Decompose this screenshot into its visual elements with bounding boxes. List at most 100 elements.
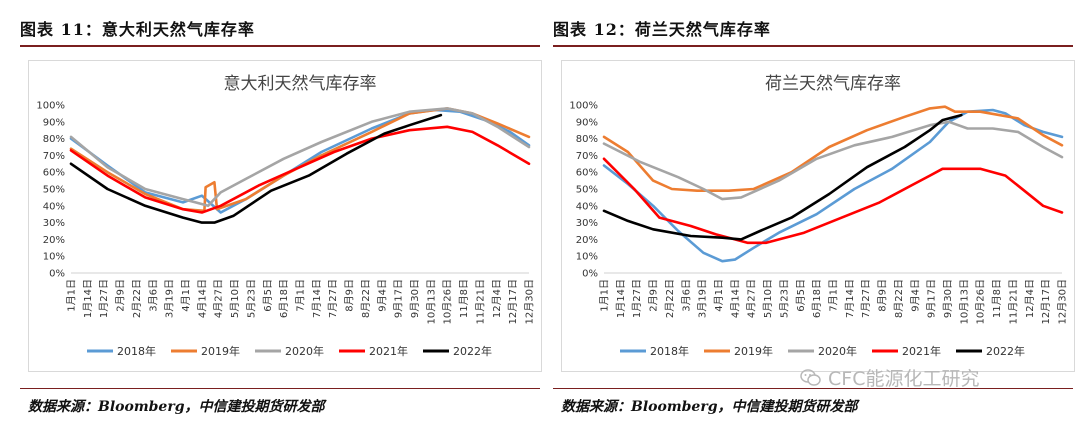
panel-right: 图表 12：荷兰天然气库存率 荷兰天然气库存率 0% 10% 20% 30% 40% 50%… <box>553 0 1075 422</box>
x-tick-label: 7月27日 <box>860 279 872 318</box>
x-tick-label: 5月23日 <box>245 279 257 318</box>
series-line-2021年 <box>602 157 1064 245</box>
y-tick-label: 100% <box>36 101 65 112</box>
x-tick-label: 9月30日 <box>409 279 421 318</box>
y-tick-label: 20% <box>576 235 598 246</box>
legend-label: 2021年 <box>369 344 408 358</box>
x-tick-label: 2月9日 <box>115 279 127 312</box>
series-line-2022年 <box>69 113 443 224</box>
y-tick-label: 40% <box>576 201 598 212</box>
x-tick-label: 5月23日 <box>778 279 790 318</box>
x-tick-label: 1月14日 <box>615 279 627 318</box>
figure-title: 图表 12：荷兰天然气库存率 <box>553 20 771 39</box>
x-tick-label: 10月26日 <box>975 279 987 324</box>
x-tick-label: 7月1日 <box>828 279 840 312</box>
chart-netherlands: 荷兰天然气库存率 0% 10% 20% 30% 40% 50% 60% 70% 80% 90% 100… <box>561 60 1075 372</box>
wechat-icon <box>800 368 821 386</box>
series-line-2020年 <box>602 120 1064 201</box>
x-tick-label: 2月22日 <box>131 279 143 318</box>
x-tick-label: 3月6日 <box>680 279 692 312</box>
legend-label: 2019年 <box>201 344 240 358</box>
legend-label: 2020年 <box>285 344 324 358</box>
figure-title: 图表 11：意大利天然气库存率 <box>20 20 255 39</box>
series-line-2022年 <box>602 113 963 241</box>
source-divider <box>20 388 540 389</box>
x-tick-label: 8月22日 <box>360 279 372 318</box>
title-divider <box>20 45 540 47</box>
y-tick-label: 70% <box>43 151 65 162</box>
chart-italy-svg: 意大利天然气库存率 0% 10% 20% 30% 40% 50% 60% 70% 80% 90% 10… <box>36 74 536 358</box>
chart-netherlands-svg: 荷兰天然气库存率 0% 10% 20% 30% 40% 50% 60% 70% 80% 90% 100… <box>569 74 1069 358</box>
x-tick-label: 8月9日 <box>344 279 356 312</box>
source-note: 数据来源：Bloomberg，中信建投期货研发部 <box>561 399 858 415</box>
series-line-2020年 <box>69 107 531 208</box>
x-tick-label: 1月1日 <box>599 279 611 312</box>
y-tick-label: 30% <box>43 218 65 229</box>
x-tick-label: 7月14日 <box>311 279 323 318</box>
x-tick-label: 9月4日 <box>376 279 388 312</box>
legend-label: 2020年 <box>818 344 857 358</box>
x-tick-label: 1月1日 <box>66 279 78 312</box>
legend-label: 2018年 <box>650 344 689 358</box>
x-tick-label: 4月27日 <box>746 279 758 318</box>
x-tick-label: 11月21日 <box>1007 279 1019 324</box>
y-tick-label: 60% <box>43 168 65 179</box>
chart-title: 荷兰天然气库存率 <box>765 74 901 94</box>
x-tick-label: 4月27日 <box>213 279 225 318</box>
y-tick-label: 100% <box>569 101 598 112</box>
x-tick-label: 8月22日 <box>893 279 905 318</box>
x-tick-label: 7月1日 <box>295 279 307 312</box>
y-tick-label: 0% <box>582 269 598 280</box>
x-tick-label: 12月17日 <box>1040 279 1052 324</box>
x-tick-label: 12月30日 <box>1057 279 1069 324</box>
y-tick-label: 10% <box>43 252 65 263</box>
x-tick-label: 12月4日 <box>491 279 503 318</box>
y-tick-label: 90% <box>576 117 598 128</box>
y-tick-label: 50% <box>43 185 65 196</box>
series-line-2018年 <box>602 108 1064 263</box>
legend-label: 2022年 <box>986 344 1025 358</box>
series-line-2021年 <box>69 125 531 214</box>
y-tick-label: 70% <box>576 151 598 162</box>
x-tick-label: 11月21日 <box>474 279 486 324</box>
y-tick-label: 10% <box>576 252 598 263</box>
legend-label: 2022年 <box>453 344 492 358</box>
x-tick-label: 2月22日 <box>664 279 676 318</box>
x-tick-label: 5月10日 <box>762 279 774 318</box>
x-tick-label: 4月1日 <box>713 279 725 312</box>
x-tick-label: 9月17日 <box>926 279 938 318</box>
y-tick-label: 80% <box>576 134 598 145</box>
x-tick-label: 2月9日 <box>648 279 660 312</box>
chart-title: 意大利天然气库存率 <box>224 74 377 94</box>
x-tick-label: 3月6日 <box>147 279 159 312</box>
panel-left: 图表 11：意大利天然气库存率 意大利天然气库存率 0% 10% 20% 30% 40% 5… <box>20 0 542 422</box>
x-tick-label: 9月17日 <box>393 279 405 318</box>
x-tick-label: 9月4日 <box>909 279 921 312</box>
x-tick-label: 3月19日 <box>164 279 176 318</box>
x-tick-label: 12月30日 <box>524 279 536 324</box>
watermark-text: CFC能源化工研究 <box>828 368 980 390</box>
x-tick-label: 5月10日 <box>229 279 241 318</box>
x-tick-label: 6月5日 <box>262 279 274 312</box>
x-tick-label: 12月4日 <box>1024 279 1036 318</box>
source-divider <box>553 388 1073 389</box>
y-tick-label: 60% <box>576 168 598 179</box>
x-tick-label: 11月8日 <box>991 279 1003 318</box>
x-tick-label: 1月27日 <box>98 279 110 318</box>
series-line-2018年 <box>69 108 531 214</box>
x-tick-label: 6月18日 <box>811 279 823 318</box>
x-tick-label: 11月8日 <box>458 279 470 318</box>
x-tick-label: 10月26日 <box>442 279 454 324</box>
legend-label: 2019年 <box>734 344 773 358</box>
source-note: 数据来源：Bloomberg，中信建投期货研发部 <box>28 399 325 415</box>
x-tick-label: 9月30日 <box>942 279 954 318</box>
x-tick-label: 8月9日 <box>877 279 889 312</box>
y-tick-label: 0% <box>49 269 65 280</box>
x-tick-label: 7月27日 <box>327 279 339 318</box>
x-tick-label: 12月17日 <box>507 279 519 324</box>
x-tick-label: 1月14日 <box>82 279 94 318</box>
legend-label: 2018年 <box>117 344 156 358</box>
y-tick-label: 80% <box>43 134 65 145</box>
y-tick-label: 30% <box>576 218 598 229</box>
y-tick-label: 20% <box>43 235 65 246</box>
